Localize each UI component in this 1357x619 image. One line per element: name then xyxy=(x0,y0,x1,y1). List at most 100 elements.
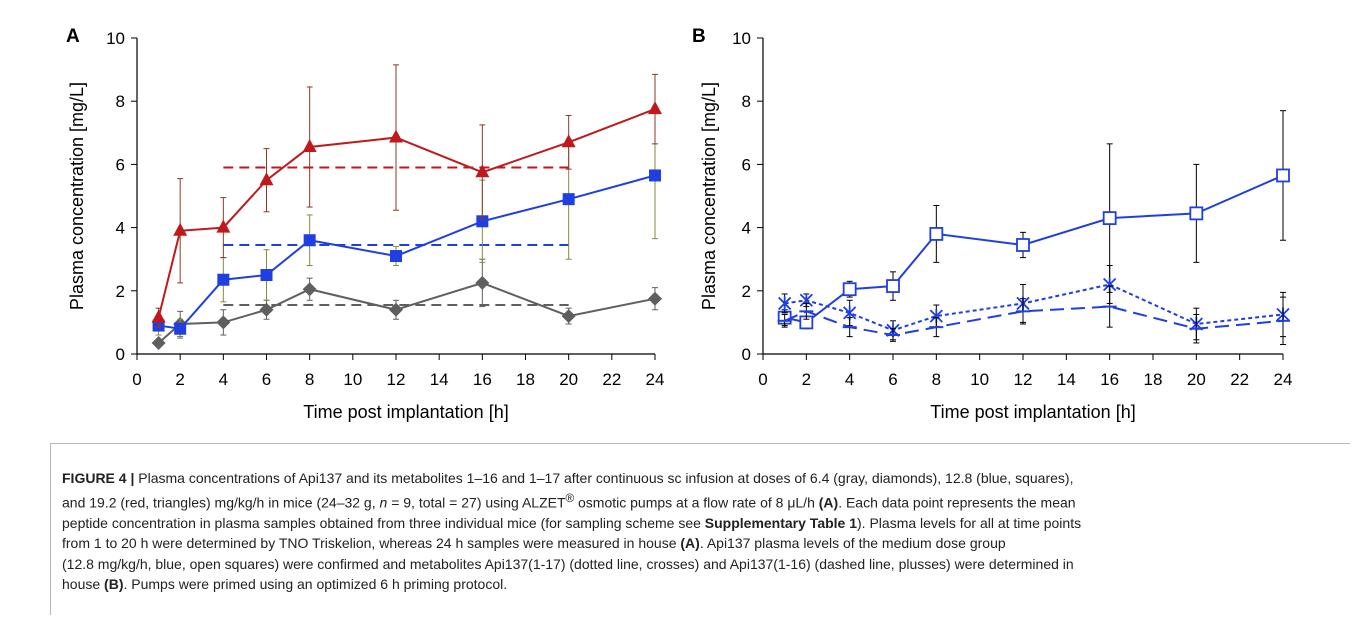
series-line xyxy=(784,174,1284,324)
panel-label: B xyxy=(692,26,706,47)
caption-text: from 1 to 20 h were determined by TNO Tr… xyxy=(62,535,681,552)
data-point xyxy=(259,172,274,186)
data-point xyxy=(303,234,316,247)
data-point xyxy=(151,335,166,350)
data-point xyxy=(1016,238,1030,252)
x-tick-label: 10 xyxy=(970,370,989,389)
figure-caption: FIGURE 4 | Plasma concentrations of Api1… xyxy=(62,468,1342,595)
x-tick-label: 0 xyxy=(758,370,767,389)
y-tick-label: 0 xyxy=(742,345,751,364)
x-tick-label: 24 xyxy=(646,370,665,389)
x-tick-label: 20 xyxy=(559,370,578,389)
data-point xyxy=(649,169,661,182)
y-tick-label: 0 xyxy=(116,345,125,364)
caption-text: peptide concentration in plasma samples … xyxy=(62,514,705,531)
x-tick-label: 18 xyxy=(516,370,535,389)
data-point xyxy=(390,250,402,263)
series-triangle xyxy=(151,64,662,328)
series-plus xyxy=(777,285,1290,346)
series-line xyxy=(157,281,656,344)
supplementary-table-link[interactable]: Supplementary Table 1 xyxy=(704,514,858,531)
x-tick-label: 12 xyxy=(1014,370,1033,389)
data-point xyxy=(302,282,317,297)
x-tick-label: 4 xyxy=(219,370,228,389)
panel-label: A xyxy=(66,26,80,47)
data-point xyxy=(151,309,166,323)
x-tick-label: 20 xyxy=(1187,370,1206,389)
series-square xyxy=(152,111,661,339)
panel-reference: (B) xyxy=(104,576,124,593)
x-tick-label: 16 xyxy=(1100,370,1119,389)
data-point xyxy=(260,269,273,281)
data-point xyxy=(842,282,857,297)
x-tick-label: 8 xyxy=(305,370,314,389)
x-tick-label: 2 xyxy=(802,370,811,389)
x-tick-label: 6 xyxy=(888,370,897,389)
y-tick-label: 4 xyxy=(742,219,751,238)
y-axis-title: Plasma concentration [mg/L] xyxy=(67,82,87,310)
y-tick-label: 2 xyxy=(116,282,125,301)
series-diamond xyxy=(151,258,662,350)
y-tick-label: 4 xyxy=(116,219,125,238)
data-point xyxy=(217,273,230,286)
data-point xyxy=(476,215,489,228)
data-point xyxy=(173,222,188,236)
data-point xyxy=(302,139,317,153)
data-point xyxy=(561,309,576,324)
x-tick-label: 14 xyxy=(430,370,449,389)
y-axis-title: Plasma concentration [mg/L] xyxy=(699,82,719,310)
y-tick-label: 6 xyxy=(116,155,125,174)
x-tick-label: 6 xyxy=(262,370,271,389)
x-tick-label: 8 xyxy=(932,370,941,389)
data-point xyxy=(1102,211,1117,226)
y-tick-label: 8 xyxy=(116,92,125,111)
series-line xyxy=(157,108,656,318)
data-point xyxy=(174,322,187,335)
caption-italic: n xyxy=(379,494,388,511)
data-point xyxy=(259,302,274,317)
data-point xyxy=(389,129,403,143)
caption-text: osmotic pumps at a flow rate of 8 μL/h xyxy=(574,494,819,511)
x-tick-label: 4 xyxy=(845,370,854,389)
y-tick-label: 10 xyxy=(732,29,751,48)
series-open-square xyxy=(777,110,1290,330)
x-tick-label: 24 xyxy=(1274,370,1293,389)
caption-text: . Each data point represents the mean xyxy=(838,494,1076,511)
x-axis-title: Time post implantation [h] xyxy=(303,402,508,422)
caption-text: = 9, total = 27) using ALZET xyxy=(387,494,566,511)
caption-text: Plasma concentrations of Api137 and its … xyxy=(134,470,1074,486)
x-tick-label: 10 xyxy=(343,370,362,389)
x-tick-label: 2 xyxy=(175,370,184,389)
caption-frame xyxy=(50,443,1350,615)
x-axis-title: Time post implantation [h] xyxy=(930,402,1135,422)
data-point xyxy=(648,101,662,115)
caption-text: and 19.2 (red, triangles) mg/kg/h in mic… xyxy=(62,494,380,511)
data-point xyxy=(475,275,490,290)
registered-mark: ® xyxy=(565,491,575,505)
data-point xyxy=(562,193,575,206)
caption-text: . Api137 plasma levels of the medium dos… xyxy=(699,535,1006,552)
x-tick-label: 0 xyxy=(132,370,141,389)
panel-reference: (A) xyxy=(818,494,839,511)
data-point xyxy=(1189,206,1204,221)
data-point xyxy=(886,279,900,293)
panel-reference: (A) xyxy=(680,535,700,552)
caption-text: ). Plasma levels for all at time points xyxy=(857,514,1082,531)
figure-label: FIGURE 4 | xyxy=(62,470,135,486)
data-point xyxy=(778,296,792,311)
data-point xyxy=(475,164,490,178)
y-tick-label: 6 xyxy=(742,155,751,174)
data-point xyxy=(648,291,662,306)
series-line xyxy=(784,283,1284,332)
data-point xyxy=(561,134,576,148)
data-point xyxy=(216,219,231,233)
x-tick-label: 22 xyxy=(602,370,621,389)
caption-text: (12.8 mg/kg/h, blue, open squares) were … xyxy=(62,555,1074,572)
data-point xyxy=(389,302,403,317)
data-point xyxy=(929,227,944,241)
x-tick-label: 14 xyxy=(1057,370,1076,389)
